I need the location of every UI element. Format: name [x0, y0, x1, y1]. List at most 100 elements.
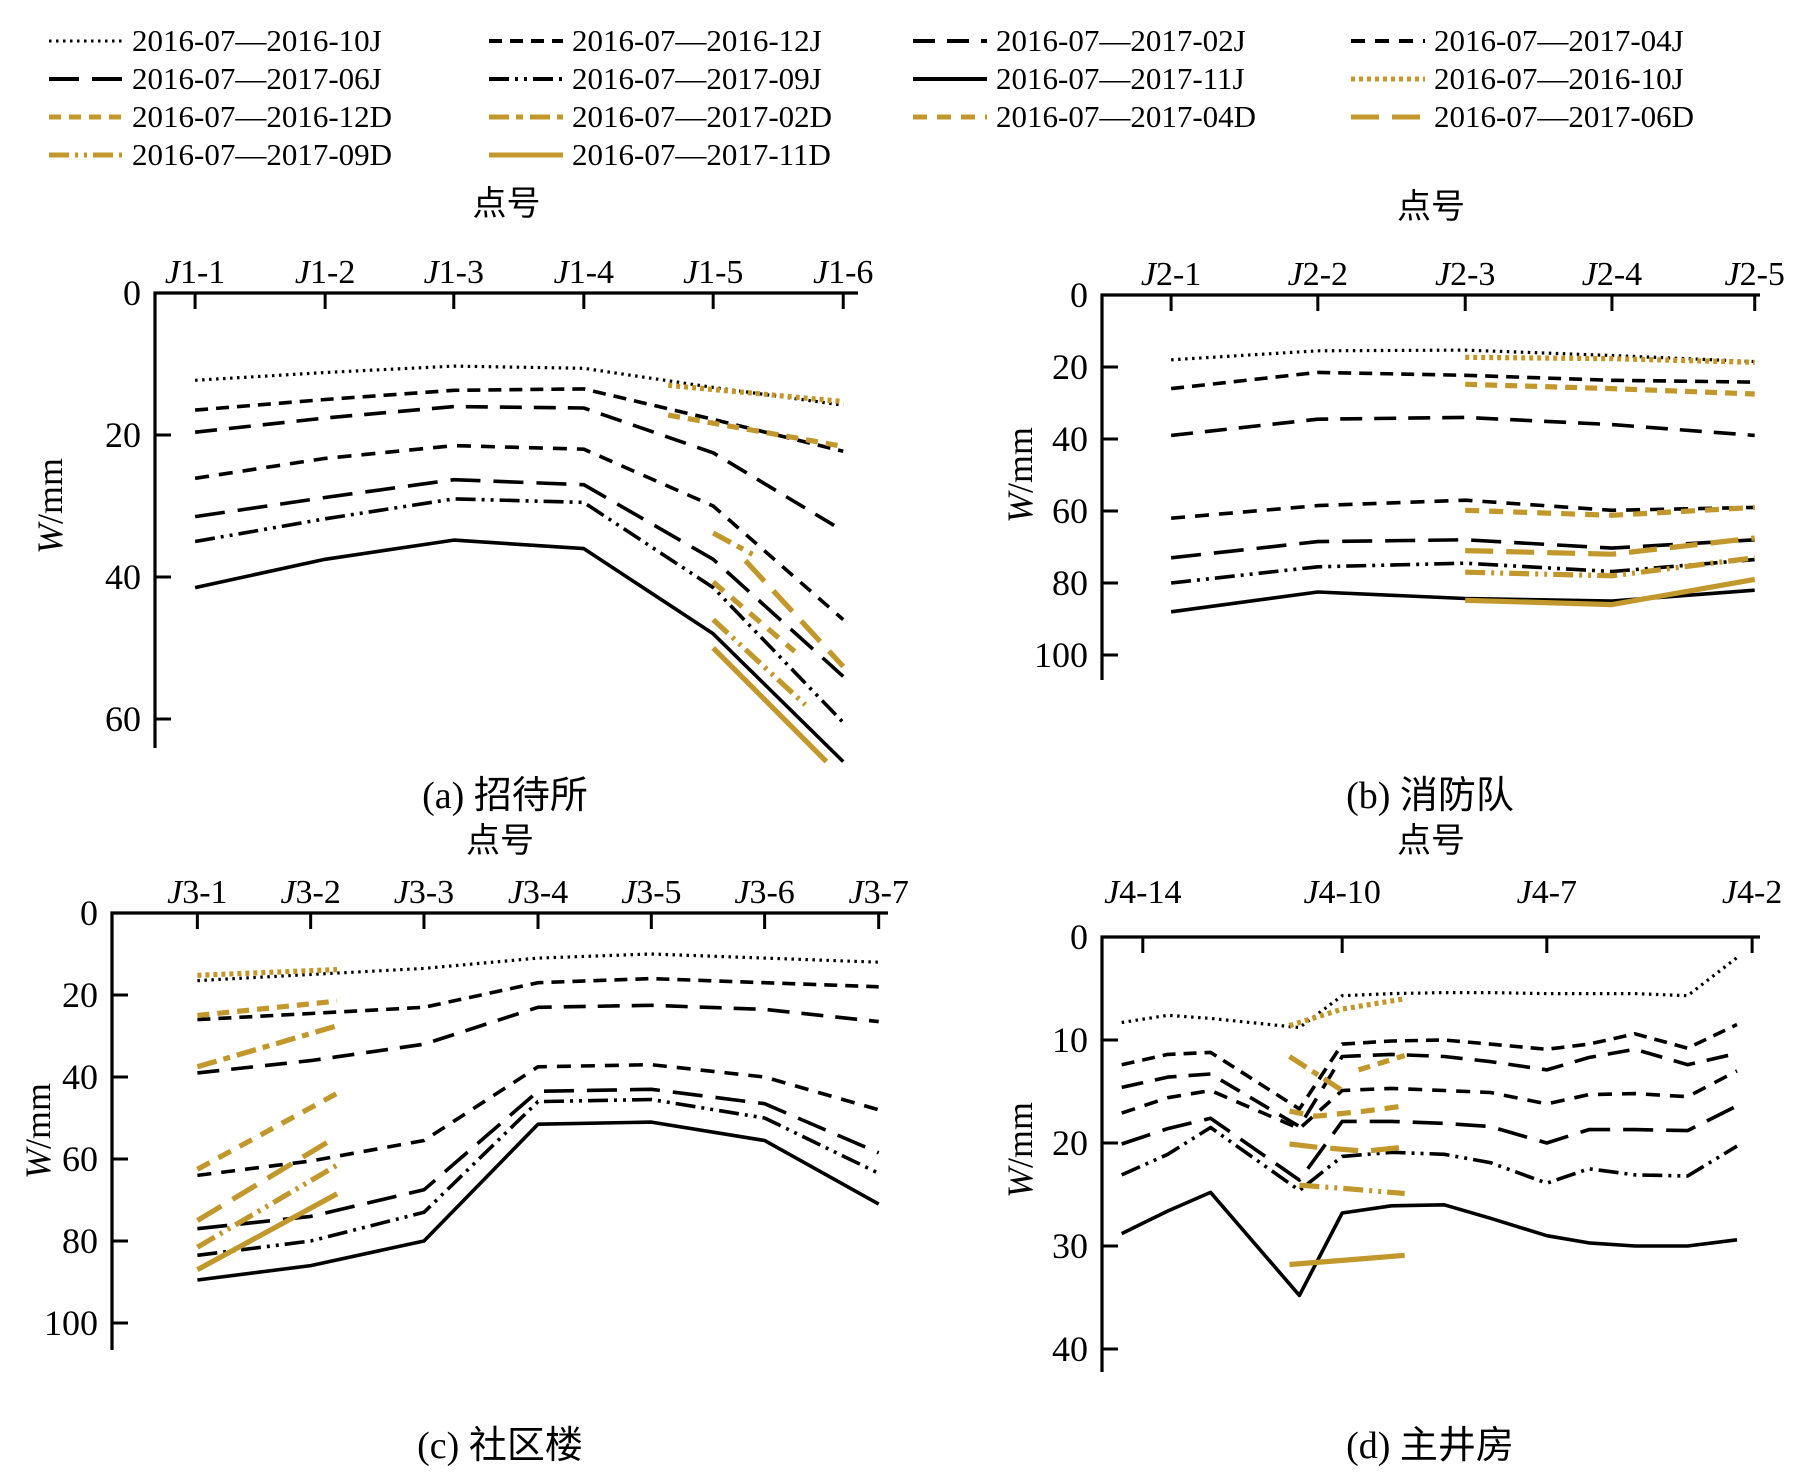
legend-item-d09: 2016-07—2017-09D: [49, 137, 393, 172]
x-tick-label-c-4: J3-5: [621, 874, 681, 911]
series-a-d10: [667, 382, 844, 405]
legend-item-d02: 2016-07—2017-02D: [489, 99, 832, 134]
legend-label-j11: 2016-07—2017-11J: [996, 61, 1245, 96]
caption-b: (b) 消防队: [1346, 775, 1514, 817]
series-b-j06: [1170, 538, 1755, 560]
x-tick-label-a-2: J1-3: [424, 254, 484, 291]
legend-line-sample-d09: [49, 152, 123, 158]
series-b-j04: [1170, 498, 1755, 520]
y-tick-label-b-3: 60: [1052, 491, 1088, 531]
subplot-c: J3-1 J3-2 J3-3 J3-4 J3-5 J3-6 J3-7 0 20 40 60 80 100…: [18, 822, 909, 1467]
legend-label-j02: 2016-07—2017-02J: [996, 23, 1246, 58]
series-a-d09: [711, 617, 808, 707]
legend-label-d09: 2016-07—2017-09D: [132, 137, 393, 172]
series-a-j11: [194, 538, 845, 763]
legend-label-j04: 2016-07—2017-04J: [1434, 23, 1684, 58]
legend-line-sample-j02: [913, 39, 987, 43]
y-tick-label-d-3: 30: [1052, 1226, 1088, 1266]
series-d-j06: [1121, 1104, 1738, 1182]
x-axis-title-c: 点号: [466, 822, 534, 860]
series-d-j11: [1120, 1190, 1738, 1298]
x-tick-label-c-6: J3-7: [848, 874, 908, 911]
series-c-d06: [196, 1134, 339, 1223]
y-tick-label-b-4: 80: [1052, 563, 1088, 603]
y-tick-label-a-0: 0: [123, 273, 141, 313]
legend-line-sample-j10: [49, 39, 123, 43]
series-a-d12: [667, 412, 844, 449]
series-c-d02: [196, 1023, 338, 1070]
x-tick-label-a-0: J1-1: [165, 254, 225, 291]
y-axis-title-d: W/mm: [1000, 1102, 1040, 1198]
series-c-d11: [196, 1191, 339, 1272]
series-b-d04: [1465, 504, 1755, 518]
y-tick-label-c-2: 40: [62, 1057, 98, 1097]
series-d-d06: [1289, 1141, 1405, 1154]
series-a-j10: [195, 364, 844, 407]
y-tick-label-a-1: 20: [105, 415, 141, 455]
series-c-j11: [197, 1120, 880, 1282]
series-b-d06: [1465, 535, 1755, 557]
legend-label-d06: 2016-07—2017-06D: [1434, 99, 1695, 134]
x-axis-title-b: 点号: [1397, 188, 1465, 226]
series-c-j10: [197, 952, 879, 983]
series-d-d10: [1288, 996, 1406, 1029]
x-tick-label-c-0: J3-1: [167, 874, 227, 911]
legend-line-sample-d02: [489, 114, 563, 120]
caption-c: (c) 社区楼: [417, 1425, 583, 1467]
x-tick-label-a-1: J1-2: [295, 254, 355, 291]
series-c-j02: [197, 1003, 879, 1075]
legend-line-sample-j09: [489, 77, 563, 81]
legend-line-sample-d04: [913, 114, 987, 120]
y-axis-title-c: W/mm: [18, 1083, 58, 1179]
x-tick-label-d-2: J4-7: [1517, 874, 1577, 911]
x-tick-label-c-1: J3-2: [280, 874, 340, 911]
y-tick-label-a-2: 40: [105, 557, 141, 597]
y-tick-label-b-5: 100: [1034, 635, 1088, 675]
series-d-j09: [1120, 1125, 1738, 1193]
legend-label-j09: 2016-07—2017-09J: [572, 61, 822, 96]
legend-item-j11: 2016-07—2017-11J: [913, 61, 1245, 96]
legend-item-j02: 2016-07—2017-02J: [913, 23, 1246, 58]
y-tick-label-b-0: 0: [1070, 275, 1088, 315]
y-tick-label-c-0: 0: [80, 893, 98, 933]
x-tick-label-b-3: J2-4: [1582, 256, 1642, 293]
series-b-d12: [1465, 381, 1755, 397]
x-tick-label-b-0: J2-1: [1141, 256, 1201, 293]
legend-label-d04: 2016-07—2017-04D: [996, 99, 1257, 134]
series-a-j12: [194, 387, 844, 454]
series-a-j02: [194, 404, 845, 533]
legend-label-d12: 2016-07—2016-12D: [132, 99, 393, 134]
series-d-j10: [1121, 956, 1738, 1030]
y-tick-label-b-1: 20: [1052, 347, 1088, 387]
series-b-d10: [1465, 354, 1755, 365]
series-d-d04: [1289, 1103, 1406, 1119]
legend-line-sample-j11: [913, 77, 987, 81]
series-b-j02: [1170, 415, 1755, 438]
axes-a: [153, 291, 858, 748]
x-tick-label-b-1: J2-2: [1288, 256, 1348, 293]
subplot-d: J4-14 J4-10 J4-7 J4-2 0 10 20 30 40 点号 W/mm (d) 主井房: [1000, 822, 1782, 1467]
legend-label-j10: 2016-07—2016-10J: [132, 23, 382, 58]
series-a-d02: [711, 530, 754, 557]
legend-label-j06: 2016-07—2017-06J: [132, 61, 382, 96]
legend-item-d06: 2016-07—2017-06D: [1351, 99, 1695, 134]
legend-line-sample-d06: [1351, 114, 1425, 120]
legend-line-sample-d11: [489, 152, 563, 158]
y-tick-label-c-1: 20: [62, 975, 98, 1015]
x-tick-label-a-4: J1-5: [683, 254, 743, 291]
legend-item-d11: 2016-07—2017-11D: [489, 137, 831, 172]
series-c-j09: [197, 1097, 880, 1258]
series-c-d12: [197, 998, 338, 1019]
series-d-d09: [1299, 1182, 1405, 1197]
legend-item-d12: 2016-07—2016-12D: [49, 99, 393, 134]
y-tick-label-d-2: 20: [1052, 1123, 1088, 1163]
series-a-d06: [743, 558, 846, 669]
x-tick-label-d-0: J4-14: [1104, 874, 1181, 911]
y-tick-label-d-0: 0: [1070, 917, 1088, 957]
legend-item-j10: 2016-07—2016-10J: [49, 23, 382, 58]
legend-line-sample-j06: [49, 77, 123, 81]
series-d-d02: [1288, 1054, 1344, 1093]
x-axis-title-d: 点号: [1397, 822, 1465, 860]
legend-label-d11: 2016-07—2017-11D: [572, 137, 831, 172]
